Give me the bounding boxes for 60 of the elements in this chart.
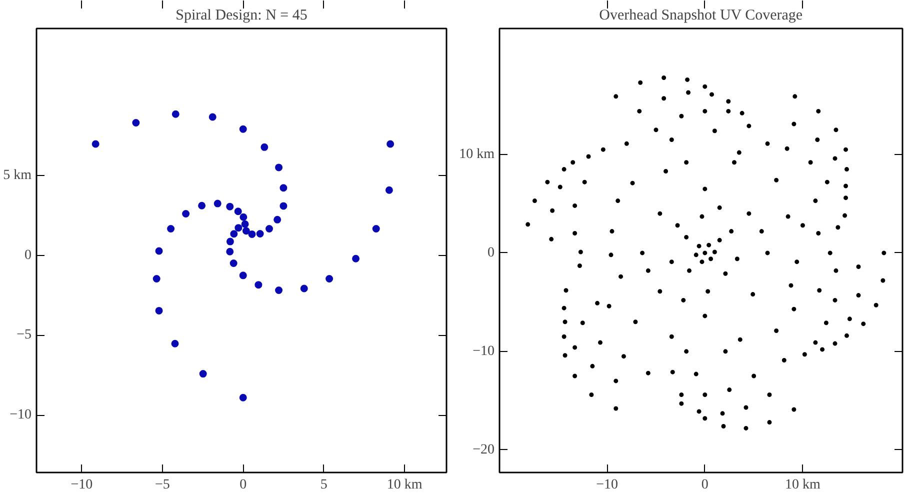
x-tick-label: −10 [70,478,93,492]
y-tick-label: 10 km [459,147,495,162]
point [234,208,242,216]
point [155,306,163,314]
point [254,281,262,289]
point [132,118,140,126]
point [280,184,288,192]
point [260,143,268,151]
point [280,202,288,210]
point [155,247,163,255]
point [199,370,207,378]
point [372,225,380,233]
point [214,200,222,208]
point [182,210,190,218]
point [208,113,216,121]
chart-title: Spiral Design: N = 45 [176,8,308,24]
point [171,340,179,348]
point [386,140,394,148]
y-tick-label: −5 [16,328,32,343]
point [352,254,360,262]
point [248,230,256,238]
point [226,238,234,246]
y-tick-label: −10 [10,408,32,423]
x-tick-label: −10 [596,478,618,492]
x-tick-label: 0 [240,478,247,492]
point [230,230,238,238]
point [274,216,282,224]
point [92,140,100,148]
x-tick-label: 10 km [785,478,821,492]
point [230,260,238,268]
y-tick-label: −10 [472,344,495,359]
point [226,248,234,256]
point [241,220,249,228]
point [266,225,274,233]
point [239,272,247,280]
y-tick-label: −20 [472,442,495,458]
point [300,284,308,292]
point [275,286,283,294]
point [152,275,160,283]
x-tick-label: 0 [701,478,708,492]
chart-title: Overhead Snapshot UV Coverage [599,8,803,24]
y-tick-label: 0 [24,248,32,263]
point [198,202,206,210]
point [256,230,264,238]
point [172,110,180,118]
x-tick-label: −5 [154,478,170,492]
point [239,125,247,133]
x-tick-label: 10 km [386,478,422,492]
point [167,225,175,233]
point [226,202,234,210]
point [239,394,247,402]
point [240,213,248,221]
point [275,164,283,172]
point [326,275,334,283]
point [242,227,250,235]
point [234,224,242,232]
x-tick-label: 5 [320,478,328,492]
y-tick-label: 5 km [3,168,32,183]
y-tick-label: 0 [488,245,494,260]
point [385,186,393,194]
